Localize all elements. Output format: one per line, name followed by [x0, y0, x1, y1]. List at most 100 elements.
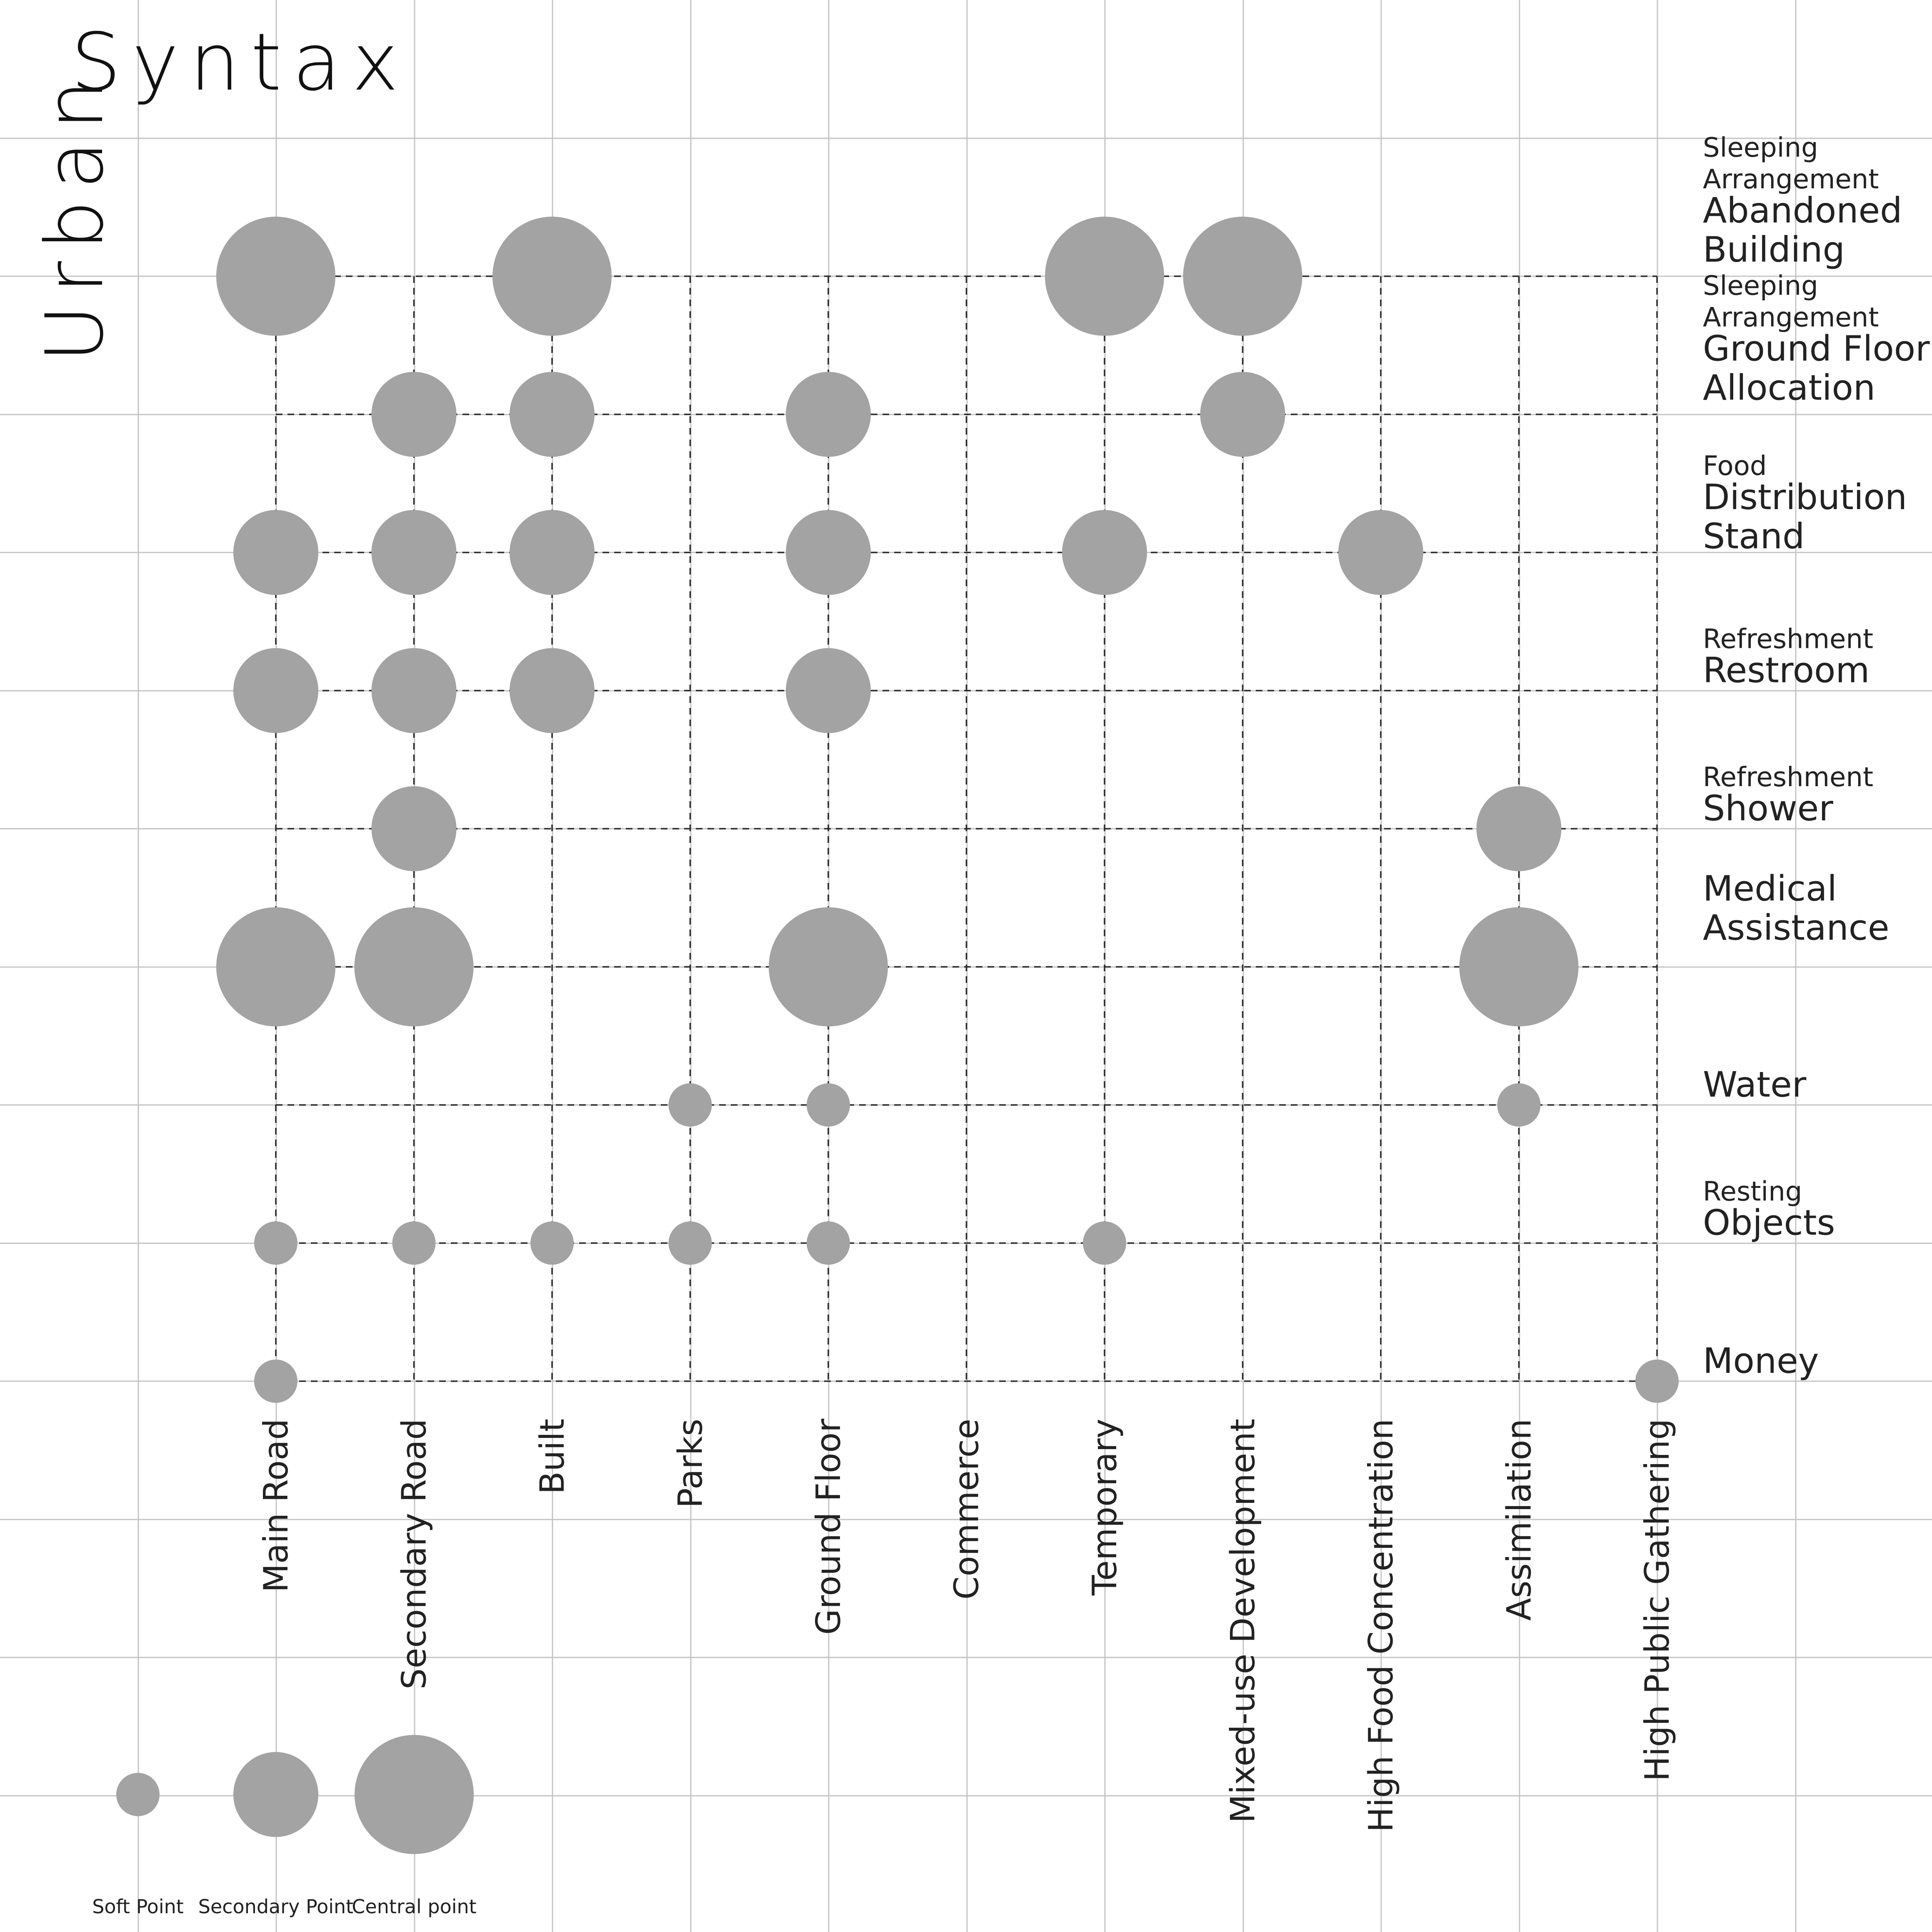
column-label: High Food Concentration [1362, 1419, 1400, 1832]
point-secondary-point [510, 648, 595, 733]
row-label-name-line: Distribution [1703, 477, 1907, 517]
row-label-category-line: Resting [1703, 1177, 1802, 1207]
point-secondary-point [1476, 786, 1562, 871]
point-soft-point [807, 1083, 850, 1127]
point-secondary-point [233, 510, 318, 595]
legend-item: Secondary Point [198, 1752, 353, 1918]
row-label: Water [1703, 1064, 1807, 1105]
row-label-category-line: Sleeping [1703, 271, 1818, 302]
row-label-name: Water [1703, 1064, 1807, 1105]
point-soft-point [1635, 1360, 1679, 1403]
row-label: Money [1703, 1340, 1819, 1381]
column-label: Secondary Road [395, 1419, 434, 1690]
data-points [216, 217, 1679, 1403]
row-label-name-line: Building [1703, 229, 1845, 270]
point-central-point [1045, 217, 1164, 336]
point-secondary-point [510, 372, 595, 457]
legend-swatch [355, 1735, 474, 1854]
legend-label: Secondary Point [198, 1895, 353, 1918]
legend-swatch [116, 1773, 160, 1816]
point-secondary-point [510, 510, 595, 595]
column-label: Temporary [1085, 1419, 1124, 1596]
column-label: Commerce [947, 1419, 986, 1600]
column-label: Built [533, 1419, 572, 1494]
column-labels: Main Road Secondary Road Built Parks Ground … [257, 1419, 1677, 1832]
row-label-category: Sleeping Arrangement [1703, 132, 1879, 195]
row-label-name: Restroom [1703, 650, 1870, 691]
point-central-point [492, 217, 612, 336]
point-secondary-point [1062, 510, 1147, 595]
point-central-point [1183, 217, 1302, 336]
point-secondary-point [1200, 372, 1285, 457]
title-urban: Urban [29, 69, 121, 362]
column-label: Mixed-use Development [1224, 1419, 1262, 1823]
point-soft-point [1083, 1221, 1126, 1265]
point-soft-point [530, 1221, 574, 1265]
row-label-name-line: Money [1703, 1340, 1819, 1381]
row-label-name-line: Objects [1703, 1202, 1835, 1243]
point-soft-point [254, 1221, 297, 1265]
row-label-category-line: Food [1703, 451, 1767, 482]
row-label-name-line: Allocation [1703, 367, 1875, 408]
column-label: Main Road [257, 1419, 295, 1592]
row-label-name-line: Stand [1703, 516, 1805, 557]
title-syntax: Syntax [71, 16, 410, 108]
row-label-category-line: Sleeping [1703, 132, 1818, 163]
row-label-name-line: Restroom [1703, 650, 1870, 691]
row-label-category-line: Arrangement [1703, 164, 1879, 195]
row-label-category-line: Arrangement [1703, 302, 1879, 333]
point-soft-point [1497, 1083, 1541, 1127]
row-label-category-line: Refreshment [1703, 624, 1873, 655]
point-central-point [1459, 907, 1579, 1027]
legend-item: Soft Point [92, 1773, 184, 1918]
point-secondary-point [371, 372, 457, 457]
row-label-name-line: Assistance [1703, 907, 1890, 948]
row-label-name: Money [1703, 1340, 1819, 1381]
row-label-name-line: Shower [1703, 788, 1833, 829]
row-label-name: Ground Floor Allocation [1703, 328, 1930, 408]
point-secondary-point [786, 510, 871, 595]
row-label-name-line: Ground Floor [1703, 328, 1930, 369]
row-label-category-line: Refreshment [1703, 762, 1873, 793]
column-label: Assimilation [1500, 1419, 1539, 1621]
point-central-point [216, 907, 335, 1027]
column-label: High Public Gathering [1638, 1419, 1677, 1781]
row-label-category: Refreshment [1703, 762, 1873, 793]
column-label: Parks [671, 1419, 710, 1508]
point-secondary-point [371, 648, 457, 733]
row-label-name: Abandoned Building [1703, 190, 1902, 270]
row-label-category: Resting [1703, 1177, 1802, 1207]
point-secondary-point [786, 648, 871, 733]
legend-label: Soft Point [92, 1895, 184, 1918]
point-soft-point [254, 1360, 297, 1403]
point-central-point [216, 217, 335, 336]
legend-item: Central point [352, 1735, 477, 1918]
point-soft-point [668, 1221, 712, 1265]
row-label-name-line: Abandoned [1703, 190, 1902, 231]
point-secondary-point [1338, 510, 1423, 595]
legend-label: Central point [352, 1895, 476, 1918]
point-secondary-point [233, 648, 318, 733]
row-label: Medical Assistance [1703, 868, 1890, 948]
row-label-category: Refreshment [1703, 624, 1873, 655]
legend-swatch [233, 1752, 318, 1837]
point-secondary-point [371, 786, 457, 871]
row-label-category: Sleeping Arrangement [1703, 271, 1879, 333]
row-label-name: Distribution Stand [1703, 477, 1907, 557]
row-label-category: Food [1703, 451, 1767, 482]
point-secondary-point [371, 510, 457, 595]
row-label-name-line: Water [1703, 1064, 1807, 1105]
point-central-point [769, 907, 888, 1027]
row-label-name-line: Medical [1703, 868, 1837, 909]
column-label: Ground Floor [809, 1419, 848, 1635]
row-label-name: Medical Assistance [1703, 868, 1890, 948]
